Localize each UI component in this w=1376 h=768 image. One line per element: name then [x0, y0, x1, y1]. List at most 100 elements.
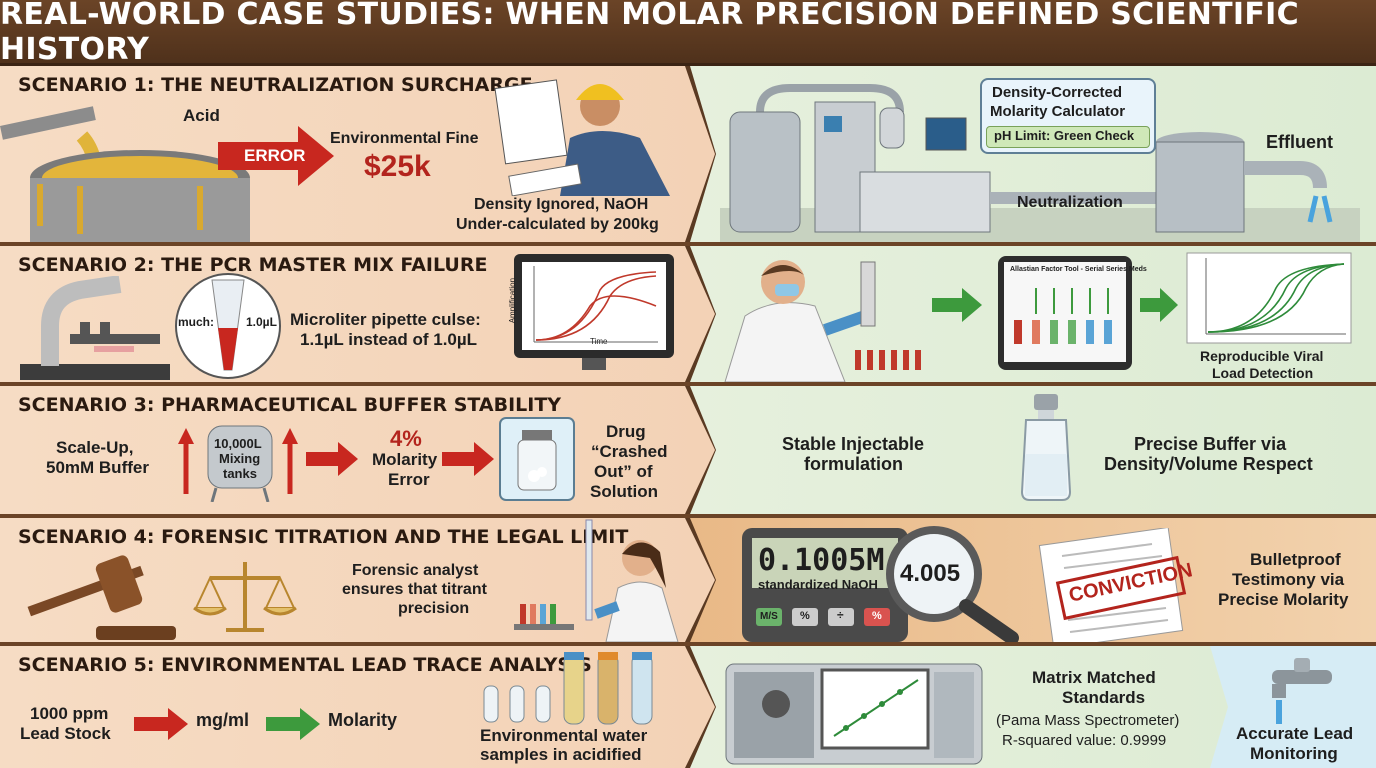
green-arrow-3 [266, 708, 320, 740]
key-divide: ÷ [837, 608, 844, 622]
conviction-document [1038, 528, 1187, 642]
accurate-lead-panel [1210, 646, 1376, 768]
failed-chart-x-axis: Time [590, 337, 608, 346]
stable-line1: Stable Injectable [782, 434, 925, 454]
key-percent-2: % [872, 610, 882, 622]
success-pcr-chart [1186, 252, 1352, 344]
green-arrow-1 [932, 288, 982, 322]
scenario-1-title: SCENARIO 1: THE NEUTRALIZATION SURCHARGE [18, 74, 533, 96]
error-line2: Error [388, 470, 430, 489]
stock-line1: 1000 ppm [30, 704, 109, 723]
lead-line2: Monitoring [1250, 744, 1338, 763]
result-line2: Load Detection [1212, 365, 1314, 381]
mass-spectrometer-illustration [725, 663, 983, 765]
stock-line2: Lead Stock [20, 724, 111, 743]
red-arrow-2 [442, 442, 494, 476]
scenario-1-row: SCENARIO 1: THE NEUTRALIZATION SURCHARGE… [0, 66, 1376, 242]
row-separator [0, 514, 1376, 518]
tank-line1: 10,000L [214, 436, 262, 451]
neutralization-label: Neutralization [1017, 194, 1123, 211]
forensic-analyst-illustration [514, 519, 679, 642]
calculator-display-sub: standardized NaOH [758, 577, 878, 592]
precipitated-vial-icon [499, 417, 575, 501]
pipette-line2: 1.1µL instead of 1.0µL [300, 330, 478, 349]
scenario-5-left-panel [0, 646, 715, 768]
much-label: much: [178, 315, 214, 330]
effluent-label: Effluent [1266, 132, 1333, 152]
pipette-tip-zoom [175, 273, 281, 379]
serial-dilution-tablet [998, 256, 1132, 370]
heat-arrows-icon [178, 428, 298, 494]
testimony-line3: Precise Molarity [1218, 590, 1349, 609]
fine-label: Environmental Fine [330, 130, 479, 147]
lead-line1: Accurate Lead [1236, 724, 1354, 743]
calculator-display-value: 0.1005M [758, 543, 885, 578]
gavel-icon [27, 555, 176, 640]
tank-line3: tanks [223, 466, 257, 481]
acid-label: Acid [183, 106, 220, 125]
scale-up-line1: Scale-Up, [56, 438, 134, 457]
scenario-3-title: SCENARIO 3: PHARMACEUTICAL BUFFER STABIL… [18, 394, 562, 416]
density-note-line2: Under-calculated by 200kg [456, 216, 659, 233]
scale-up-line2: 50mM Buffer [46, 458, 149, 477]
magnifying-glass-icon [886, 526, 1019, 642]
tank-line2: Mixing [219, 451, 261, 466]
mgml-label: mg/ml [196, 710, 250, 730]
pipette-line1: Microliter pipette culse: [290, 310, 481, 329]
magnified-value: 4.005 [900, 560, 961, 587]
error-line1: Molarity [372, 450, 438, 469]
sample-tubes-illustration [483, 652, 653, 725]
row-separator [0, 382, 1376, 386]
spectrometer-label: (Pama Mass Spectrometer) [996, 712, 1180, 729]
scientist-illustration [724, 260, 921, 382]
testimony-line2: Testimony via [1232, 570, 1345, 589]
buffer-line2: Density/Volume Respect [1104, 454, 1313, 474]
matrix-line2: Standards [1062, 688, 1146, 707]
microscope-illustration [20, 276, 170, 380]
scenario-5-title: SCENARIO 5: ENVIRONMENTAL LEAD TRACE ANA… [18, 654, 592, 676]
calculator-title-line2: Molarity Calculator [990, 103, 1126, 120]
failed-pcr-monitor [514, 254, 674, 370]
scales-of-justice-icon [193, 562, 297, 632]
header-banner: REAL-WORLD CASE STUDIES: WHEN MOLAR PREC… [0, 0, 1376, 67]
row-separator [0, 242, 1376, 246]
clear-vial-icon [1020, 394, 1072, 501]
scenario-2-row: SCENARIO 2: THE PCR MASTER MIX FAILURE m… [0, 246, 1376, 382]
error-percent: 4% [390, 426, 422, 451]
scenario-3-row: SCENARIO 3: PHARMACEUTICAL BUFFER STABIL… [0, 386, 1376, 514]
red-arrow-3 [134, 708, 188, 740]
error-label: ERROR [244, 146, 306, 165]
r-squared-label: R-squared value: 0.9999 [1002, 732, 1167, 749]
water-line2: samples in acidified [480, 745, 642, 764]
mixing-tank-icon [207, 425, 273, 502]
scenario-4-row: SCENARIO 4: FORENSIC TITRATION AND THE L… [0, 518, 1376, 642]
analyst-line1: Forensic analyst [352, 562, 479, 579]
analyst-line3: precision [398, 600, 470, 617]
red-arrow-1 [306, 442, 358, 476]
drug-line4: Solution [590, 482, 658, 501]
buffer-line1: Precise Buffer via [1134, 434, 1287, 454]
key-ms: M/S [760, 611, 778, 622]
page-title: REAL-WORLD CASE STUDIES: WHEN MOLAR PREC… [0, 0, 1299, 67]
scenario-3-left-panel [0, 386, 715, 514]
treatment-plant-illustration [720, 84, 1360, 242]
result-line1: Reproducible Viral [1200, 348, 1324, 364]
fine-value: $25k [364, 150, 431, 183]
ph-limit-label: pH Limit: Green Check [994, 128, 1135, 143]
green-arrow-2 [1140, 288, 1178, 322]
key-percent: % [800, 610, 810, 622]
density-note-line1: Density Ignored, NaOH [474, 196, 649, 213]
acid-vat-illustration [0, 106, 250, 242]
scenario-4-title: SCENARIO 4: FORENSIC TITRATION AND THE L… [18, 526, 629, 548]
volume-label: 1.0µL [246, 315, 277, 329]
ph-limit-badge [986, 126, 1150, 148]
water-line1: Environmental water [480, 726, 648, 745]
testimony-line1: Bulletproof [1250, 550, 1341, 569]
matrix-line1: Matrix Matched [1032, 668, 1156, 687]
molarity-label: Molarity [328, 710, 398, 730]
faucet-icon [1272, 658, 1332, 724]
failed-chart-y-axis: Amplification [508, 277, 518, 324]
drug-line2: “Crashed [591, 442, 668, 461]
worker-illustration [494, 79, 670, 196]
scenario-2-title: SCENARIO 2: THE PCR MASTER MIX FAILURE [18, 254, 488, 276]
